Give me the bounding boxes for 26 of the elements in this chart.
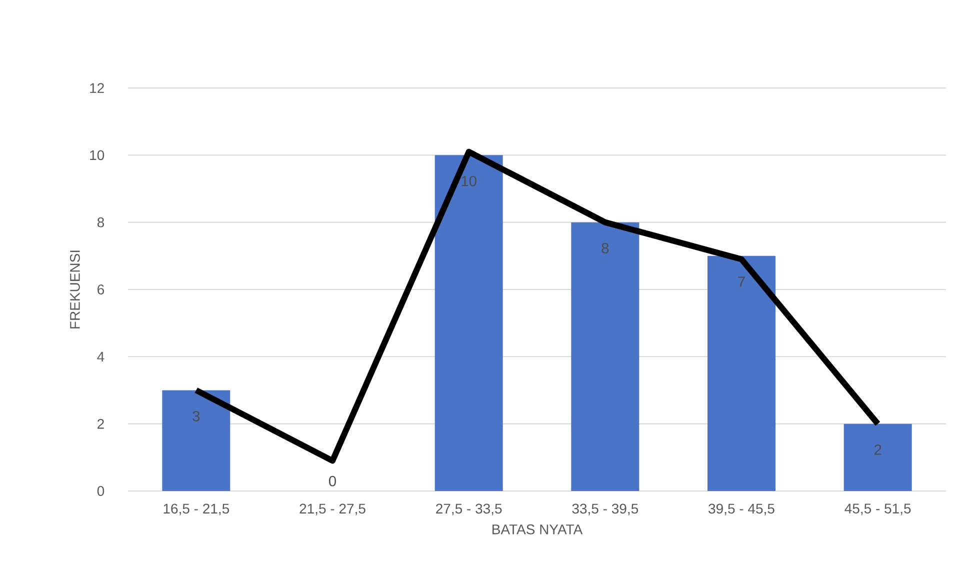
- data-label: 10: [462, 176, 476, 186]
- data-label: 7: [738, 276, 745, 287]
- y-tick-label: 2: [98, 418, 104, 429]
- y-tick-label: 12: [90, 83, 104, 93]
- bar: [571, 222, 640, 491]
- bar: [844, 424, 912, 491]
- data-label: 8: [602, 243, 609, 254]
- y-tick-label: 8: [97, 217, 104, 228]
- data-label: 2: [874, 444, 882, 455]
- y-tick-label: 0: [97, 486, 104, 496]
- y-tick-label: 10: [90, 150, 104, 160]
- x-tick-label: 45,5 - 51,5: [844, 504, 911, 516]
- y-tick-label: 6: [98, 284, 104, 294]
- x-axis-title: BATAS NYATA: [492, 524, 583, 534]
- y-axis-title: FREKUENSI: [70, 250, 80, 328]
- x-tick-label: 39,5 - 45,5: [708, 504, 774, 516]
- data-label: 0: [328, 476, 336, 486]
- data-label: 3: [192, 410, 200, 422]
- y-tick-label: 4: [97, 352, 104, 362]
- x-tick-label: 21,5 - 27,5: [300, 504, 366, 516]
- bar: [707, 256, 776, 491]
- bar: [162, 390, 230, 491]
- x-tick-label: 27,5 - 33,5: [436, 504, 502, 516]
- bar: [434, 155, 503, 491]
- x-tick-label: 33,5 - 39,5: [572, 504, 638, 516]
- x-tick-label: 16,5 - 21,5: [164, 504, 230, 516]
